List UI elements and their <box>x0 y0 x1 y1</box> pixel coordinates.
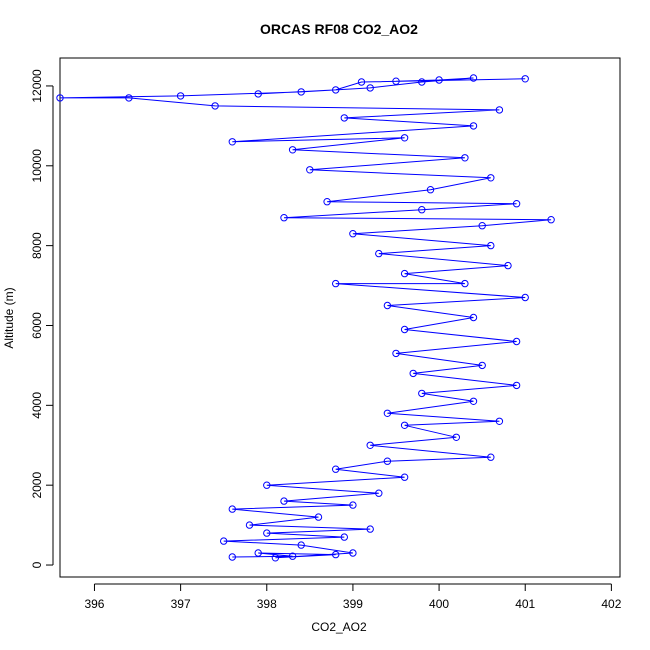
data-point <box>512 337 521 346</box>
data-point <box>495 106 504 114</box>
data-point <box>418 78 426 86</box>
data-point <box>297 88 305 96</box>
x-tick-label: 401 <box>515 597 535 611</box>
chart-title: ORCAS RF08 CO2_AO2 <box>260 21 418 37</box>
y-tick-label: 2000 <box>30 472 44 499</box>
x-tick-label: 398 <box>257 597 277 611</box>
plot-area-frame <box>59 57 621 578</box>
data-point <box>469 313 478 322</box>
data-point <box>469 74 478 82</box>
x-tick-label: 402 <box>601 597 621 611</box>
data-point <box>56 94 64 102</box>
data-point <box>512 200 521 208</box>
data-point <box>521 293 529 302</box>
data-point <box>263 481 271 489</box>
data-point <box>228 553 237 561</box>
data-point <box>254 90 262 98</box>
data-point <box>349 230 357 238</box>
data-point <box>469 122 478 130</box>
data-point <box>400 421 409 429</box>
y-tick-label: 12000 <box>30 69 44 103</box>
data-point <box>547 216 555 224</box>
data-point <box>383 301 392 310</box>
data-point <box>357 78 366 86</box>
data-point <box>288 146 297 154</box>
data-point <box>452 433 460 441</box>
data-point <box>392 77 400 85</box>
data-point <box>400 269 409 278</box>
data-point <box>435 76 443 84</box>
data-point <box>521 75 529 83</box>
data-point <box>375 249 383 258</box>
data-point <box>332 550 340 559</box>
data-point <box>245 521 254 529</box>
data-point <box>228 505 237 513</box>
data-point <box>366 525 374 533</box>
x-tick-label: 400 <box>429 597 449 611</box>
data-point <box>478 222 486 230</box>
data-point <box>366 84 374 92</box>
data-point <box>495 417 504 425</box>
series-layer <box>56 74 555 562</box>
data-point <box>332 465 340 473</box>
data-point <box>409 369 417 378</box>
data-point <box>366 441 374 449</box>
x-tick-label: 396 <box>84 597 104 611</box>
data-point <box>211 102 219 110</box>
y-axis: 0 2000 4000 6000 8000 10000 12000 <box>30 69 54 568</box>
x-tick-label: 399 <box>343 597 363 611</box>
data-point <box>418 389 426 398</box>
y-tick-label: 8000 <box>30 232 44 259</box>
data-point <box>487 241 495 250</box>
data-point <box>375 489 383 497</box>
data-point <box>176 92 185 100</box>
data-point <box>323 198 331 206</box>
y-tick-label: 0 <box>30 561 44 568</box>
data-point <box>469 397 478 405</box>
series-line <box>59 77 552 559</box>
data-point <box>280 214 288 222</box>
data-point <box>271 554 280 562</box>
data-point <box>125 94 133 102</box>
data-point <box>478 361 486 370</box>
y-axis-label: Altitude (m) <box>2 287 16 348</box>
data-point <box>306 166 314 174</box>
data-point <box>400 325 409 334</box>
data-point <box>400 134 409 142</box>
data-point <box>400 473 409 481</box>
x-tick-label: 397 <box>171 597 191 611</box>
data-point <box>512 381 521 390</box>
data-point <box>340 533 348 541</box>
data-point <box>220 537 228 545</box>
data-point <box>349 549 357 557</box>
data-point <box>340 114 348 122</box>
y-tick-label: 6000 <box>30 312 44 339</box>
data-point <box>349 501 357 509</box>
data-point <box>504 261 512 270</box>
data-point <box>461 279 469 288</box>
data-point <box>263 529 271 537</box>
data-point <box>228 138 237 146</box>
data-point <box>332 86 340 94</box>
data-point <box>461 154 469 162</box>
y-tick-label: 4000 <box>30 392 44 419</box>
data-point <box>426 186 435 194</box>
data-point <box>392 349 400 358</box>
data-point <box>314 513 323 521</box>
data-point <box>487 174 495 182</box>
data-point <box>418 206 426 214</box>
y-tick-label: 10000 <box>30 149 44 183</box>
data-point <box>297 541 305 549</box>
x-axis-label: CO2_AO2 <box>311 620 367 634</box>
data-point <box>332 279 340 288</box>
data-series <box>56 74 555 562</box>
data-point <box>383 409 392 417</box>
data-point <box>280 497 288 505</box>
data-point <box>383 457 392 465</box>
data-point <box>487 453 495 461</box>
x-axis: 396 397 398 399 400 401 402 <box>84 583 622 611</box>
data-point <box>288 552 297 560</box>
data-point <box>254 549 262 557</box>
